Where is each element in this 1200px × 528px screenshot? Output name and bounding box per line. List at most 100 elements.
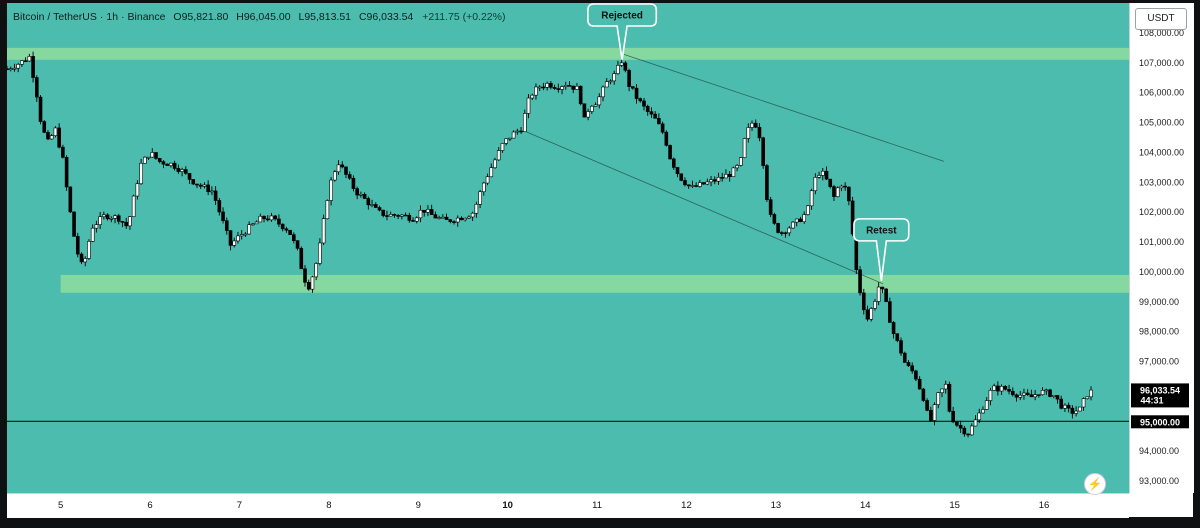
candle-down bbox=[1014, 394, 1019, 398]
candle-up bbox=[593, 104, 598, 107]
time-tick-label: 15 bbox=[949, 500, 960, 511]
candle-up bbox=[135, 183, 140, 197]
candle-up bbox=[202, 184, 207, 187]
callout-label: Retest bbox=[866, 225, 897, 236]
candle-down bbox=[880, 286, 885, 290]
candle-up bbox=[16, 64, 20, 69]
candle-up bbox=[604, 81, 609, 88]
candle-down bbox=[396, 215, 400, 217]
candle-down bbox=[381, 209, 386, 216]
candle-up bbox=[470, 212, 475, 218]
candle-up bbox=[835, 187, 840, 197]
candle-down bbox=[351, 177, 356, 189]
candle-down bbox=[783, 232, 788, 235]
candle-up bbox=[612, 73, 616, 82]
currency-unit-button[interactable]: USDT bbox=[1135, 8, 1187, 30]
candle-up bbox=[414, 217, 419, 222]
candle-up bbox=[1078, 406, 1082, 412]
candle-up bbox=[258, 215, 263, 223]
candle-down bbox=[35, 77, 39, 98]
candle-up bbox=[239, 234, 244, 237]
candle-down bbox=[850, 200, 855, 235]
candle-up bbox=[705, 181, 710, 185]
price-tick-label: 100,000.00 bbox=[1139, 267, 1184, 277]
close-value: 96,033.54 bbox=[366, 11, 414, 23]
rejected-callout: Rejected bbox=[587, 3, 658, 60]
candle-down bbox=[634, 87, 639, 99]
candle-up bbox=[441, 216, 445, 219]
candle-up bbox=[716, 176, 721, 182]
candle-down bbox=[675, 167, 680, 175]
candle-up bbox=[530, 94, 535, 99]
candle-up bbox=[388, 214, 393, 217]
candle-up bbox=[739, 157, 743, 166]
time-tick-label: 13 bbox=[771, 500, 782, 511]
candle-down bbox=[761, 137, 765, 166]
candle-up bbox=[143, 156, 147, 164]
candle-down bbox=[221, 211, 225, 222]
candle-up bbox=[109, 218, 114, 220]
plot-area[interactable] bbox=[7, 3, 1129, 493]
candle-down bbox=[23, 60, 28, 63]
candle-down bbox=[642, 100, 646, 107]
candle-down bbox=[262, 215, 266, 220]
low-value: 95,813.51 bbox=[304, 11, 352, 23]
candle-up bbox=[329, 179, 333, 201]
candle-up bbox=[735, 165, 739, 169]
candle-down bbox=[295, 240, 300, 249]
candle-down bbox=[195, 183, 199, 186]
candle-up bbox=[269, 215, 274, 221]
candle-down bbox=[1055, 395, 1060, 400]
time-tick-label: 10 bbox=[502, 500, 513, 511]
candle-down bbox=[780, 232, 784, 234]
lightning-bolt-icon[interactable]: ⚡ bbox=[1084, 473, 1106, 495]
candle-down bbox=[712, 179, 717, 182]
candle-down bbox=[578, 85, 583, 105]
candle-down bbox=[277, 218, 281, 225]
interval-label[interactable]: 1h bbox=[106, 11, 119, 23]
candle-up bbox=[724, 173, 728, 179]
candle-up bbox=[455, 217, 460, 223]
candle-down bbox=[306, 282, 311, 290]
candle-up bbox=[1033, 394, 1037, 398]
candle-up bbox=[87, 241, 91, 259]
channel-lower-line bbox=[525, 131, 884, 285]
candle-down bbox=[299, 248, 304, 270]
candle-up bbox=[526, 97, 531, 114]
candle-down bbox=[1070, 407, 1075, 414]
candle-up bbox=[53, 127, 58, 136]
close-label: C bbox=[358, 11, 367, 23]
candle-down bbox=[556, 88, 561, 90]
candle-down bbox=[858, 269, 862, 294]
candle-down bbox=[340, 164, 345, 168]
candle-down bbox=[38, 96, 43, 122]
price-axis[interactable] bbox=[1129, 3, 1194, 493]
candle-down bbox=[828, 178, 833, 187]
level-tag-value: 95,000.00 bbox=[1140, 417, 1180, 427]
last-price-value: 96,033.54 bbox=[1140, 385, 1180, 395]
candle-down bbox=[385, 215, 389, 217]
high-label: H bbox=[236, 11, 244, 23]
candle-up bbox=[113, 215, 117, 219]
candle-up bbox=[936, 392, 941, 405]
candle-up bbox=[1018, 394, 1023, 398]
candle-down bbox=[847, 186, 851, 202]
candle-up bbox=[437, 217, 441, 219]
candle-down bbox=[75, 236, 80, 255]
candle-down bbox=[1059, 398, 1064, 409]
candle-down bbox=[124, 221, 129, 227]
candle-down bbox=[284, 228, 289, 231]
candle-up bbox=[802, 214, 806, 223]
candle-down bbox=[1025, 392, 1030, 396]
candle-down bbox=[46, 132, 50, 140]
candle-down bbox=[627, 70, 631, 87]
candle-up bbox=[150, 152, 155, 158]
candle-up bbox=[27, 56, 32, 62]
channel-upper-line bbox=[621, 53, 945, 162]
candle-down bbox=[292, 234, 296, 241]
candle-down bbox=[549, 83, 553, 88]
candle-down bbox=[929, 410, 933, 421]
candle-down bbox=[798, 218, 803, 223]
time-axis[interactable] bbox=[7, 493, 1129, 518]
symbol-name[interactable]: Bitcoin / TetherUS bbox=[13, 11, 97, 23]
